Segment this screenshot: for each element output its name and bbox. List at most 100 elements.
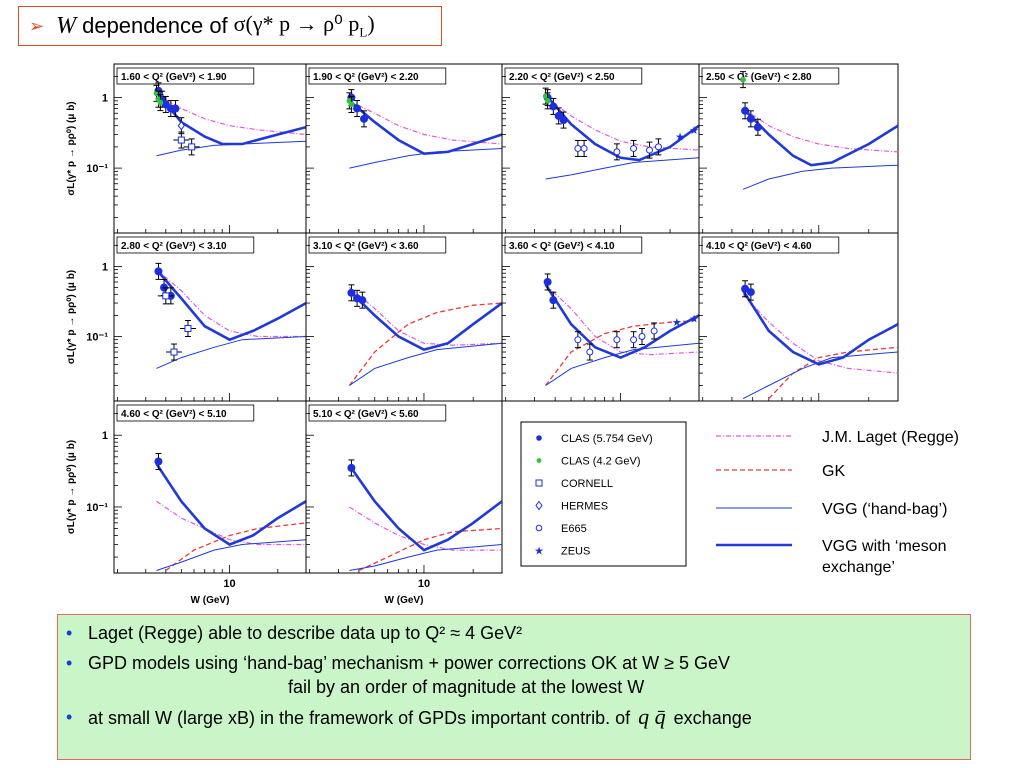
e665-point — [650, 327, 658, 335]
vgg-meson-curve — [155, 268, 306, 342]
clas42-point — [544, 98, 551, 104]
zeus-point: ★ — [672, 316, 682, 329]
clas-point — [360, 114, 369, 123]
cornell-point — [170, 348, 178, 356]
regge-curve — [349, 100, 502, 145]
gk-curve — [165, 522, 306, 572]
title-bullet-icon: ➢ — [29, 15, 45, 36]
panel-frame — [305, 400, 503, 574]
cornell-point — [162, 292, 170, 300]
legend-vgg_me-label: VGG with ‘meson — [822, 538, 946, 555]
y-tick-label: 1 — [102, 430, 108, 442]
clas-point — [741, 284, 750, 293]
legend-marker-label: ZEUS — [561, 546, 590, 558]
vgg-handbag-curve — [156, 336, 306, 369]
clas-point — [753, 123, 762, 132]
panel-7: 3.60 < Q² (GeV²) < 4.10★ ★ — [501, 232, 700, 402]
panel-10: 5.10 < Q² (GeV²) < 5.60 10 W (GeV) — [305, 400, 503, 606]
title-formula: σ(γ* p → ρ⁰ pL) — [233, 11, 375, 40]
panel-q2-label: 2.50 < Q² (GeV²) < 2.80 — [706, 72, 812, 83]
vgg-handbag-curve — [156, 539, 306, 571]
e665-point — [574, 144, 582, 152]
x-axis-label: W (GeV) — [385, 595, 424, 606]
panel-1: 1.60 < Q² (GeV²) < 1.90 1 10⁻¹ σL(γ* p → pρ… — [66, 63, 307, 234]
e665-point — [574, 336, 582, 344]
panel-content: ★★ — [542, 87, 699, 180]
panel-q2-label: 2.20 < Q² (GeV²) < 2.50 — [509, 72, 615, 83]
y-axis-label: σL(γ* p → pρ⁰) (μ b) — [66, 270, 77, 364]
panel-content — [740, 71, 898, 190]
e665-point — [630, 144, 638, 152]
legend-cornell-marker — [535, 479, 543, 487]
title-w: W — [56, 12, 77, 39]
vgg-handbag-curve — [545, 157, 699, 180]
clas-point — [741, 106, 750, 115]
clas-point — [358, 296, 367, 305]
chart: 1.60 < Q² (GeV²) < 1.90 1 10⁻¹ σL(γ* p → pρ… — [66, 63, 959, 606]
e665-point — [586, 348, 594, 356]
panel-frame — [501, 232, 700, 402]
legend-marker-label: HERMES — [561, 501, 608, 513]
y-tick-label: 10⁻¹ — [86, 163, 108, 175]
vgg-meson-curve — [348, 99, 502, 156]
vgg-meson-curve — [742, 289, 898, 366]
clas-point — [559, 116, 568, 125]
clas-point — [746, 288, 755, 297]
vgg-meson-curve — [155, 463, 306, 546]
zeus-point: ★ — [689, 124, 699, 137]
legend-hermes-marker — [535, 500, 543, 511]
panel-q2-label: 5.10 < Q² (GeV²) < 5.60 — [313, 409, 419, 420]
panel-label-box — [308, 67, 447, 85]
panel-frame — [698, 232, 899, 402]
slide-title: ➢ W dependence of σ(γ* p → ρ⁰ pL) — [18, 6, 442, 46]
panel-6: 3.10 < Q² (GeV²) < 3.60 — [305, 232, 503, 402]
zeus-point: ★ — [675, 131, 685, 144]
vgg-handbag-curve — [156, 140, 306, 157]
panel-label-box — [116, 67, 255, 85]
panel-4: 2.50 < Q² (GeV²) < 2.80 — [698, 63, 899, 234]
e665-point — [654, 143, 662, 151]
panel-q2-label: 3.10 < Q² (GeV²) < 3.60 — [313, 241, 419, 252]
e665-point — [638, 332, 646, 340]
panel-frame — [113, 400, 307, 574]
clas42-point — [542, 93, 549, 99]
panel-q2-label: 4.60 < Q² (GeV²) < 5.10 — [121, 409, 227, 420]
panel-q2-label: 2.80 < Q² (GeV²) < 3.10 — [121, 241, 227, 252]
panel-content — [153, 82, 306, 157]
panel-frame — [113, 232, 307, 402]
y-axis-label: σL(γ* p → pρ⁰) (μ b) — [66, 440, 77, 534]
vgg-meson-curve — [544, 93, 699, 162]
panel-content — [346, 89, 502, 169]
cornell-point — [177, 136, 185, 144]
clas-point — [171, 104, 180, 113]
e665-point — [646, 146, 654, 154]
x-tick-label: 10 — [223, 578, 235, 590]
legend-marker-label: CLAS (4.2 GeV) — [561, 456, 640, 468]
title-text: dependence of — [82, 13, 228, 38]
clas-point — [746, 114, 755, 123]
y-tick-label: 10⁻¹ — [86, 331, 108, 343]
clas-point — [347, 463, 356, 472]
x-axis-label: W (GeV) — [191, 595, 230, 606]
panel-label-box — [116, 404, 255, 422]
vgg-handbag-curve — [349, 148, 502, 169]
e665-point — [613, 336, 621, 344]
marker-legend-box — [520, 421, 687, 567]
cornell-point — [184, 325, 192, 333]
legend-clas-marker — [536, 435, 542, 441]
legend-clas42-marker — [536, 458, 542, 463]
panel-3: 2.20 < Q² (GeV²) < 2.50★★ — [501, 63, 700, 234]
panel-content — [347, 284, 502, 386]
panel-8: 4.10 < Q² (GeV²) < 4.60 — [698, 232, 899, 402]
panel-content — [154, 453, 306, 572]
gk-curve — [348, 302, 502, 386]
regge-curve — [156, 269, 306, 338]
legend-marker-label: E665 — [561, 523, 587, 535]
panel-content: ★★ — [543, 273, 699, 386]
panel-content — [154, 262, 306, 369]
clas-point — [347, 288, 356, 297]
clas-point — [549, 296, 558, 305]
clas-point — [353, 104, 362, 113]
x-tick-label: 10 — [418, 578, 430, 590]
vgg-meson-curve — [348, 289, 502, 351]
